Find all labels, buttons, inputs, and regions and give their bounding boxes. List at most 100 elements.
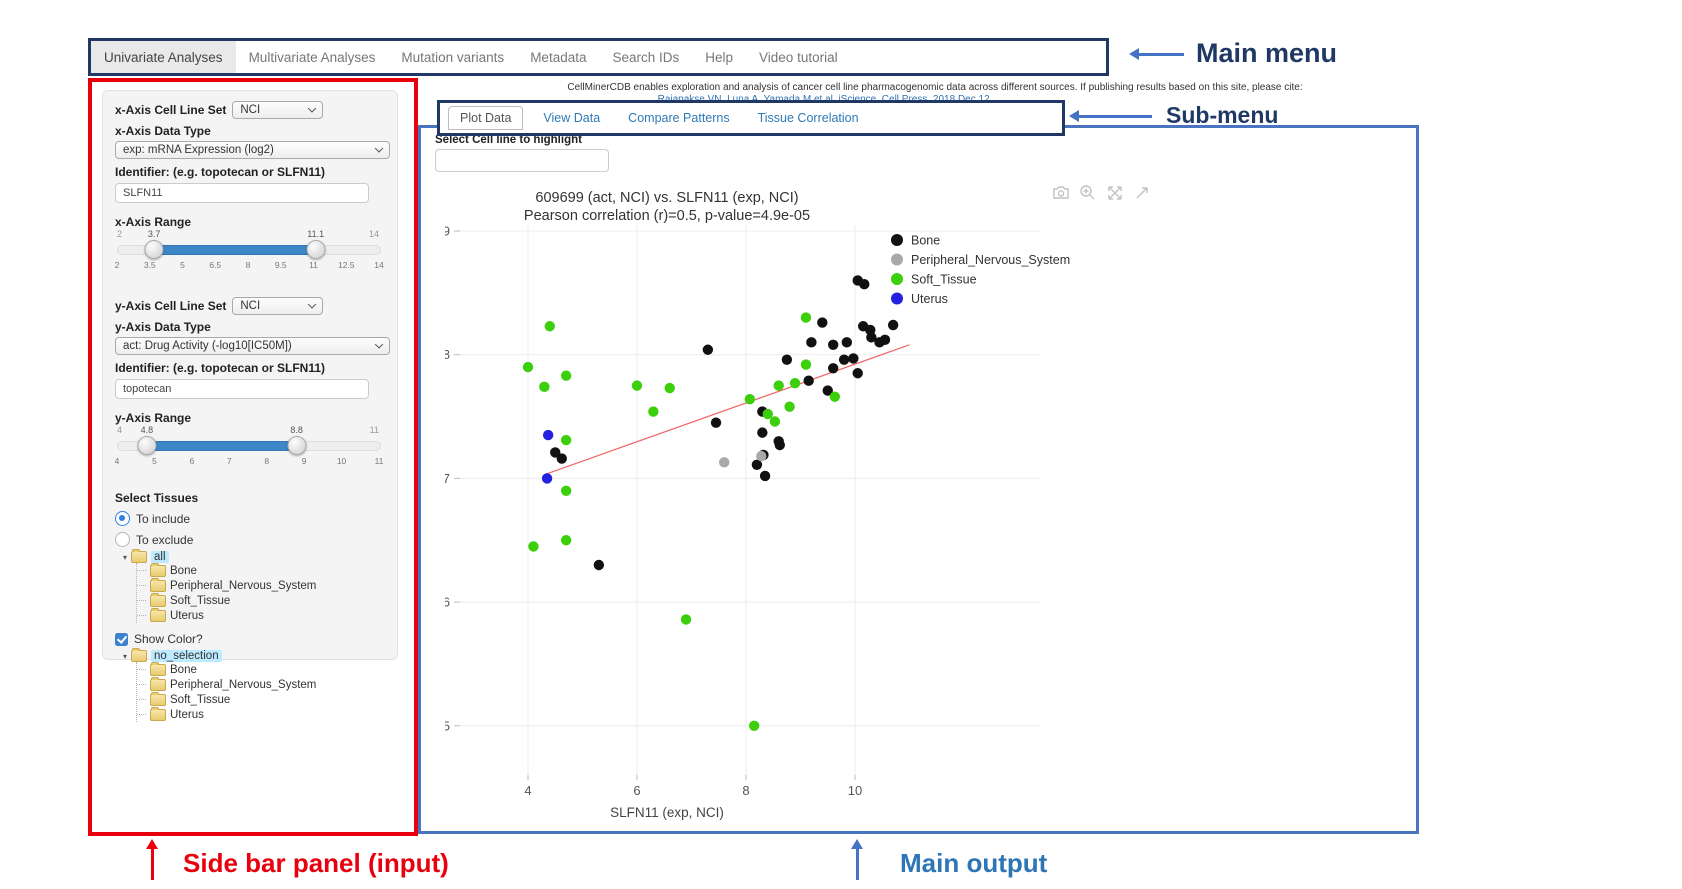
slider-handle-to[interactable] <box>306 240 326 259</box>
data-point-soft-tissue[interactable] <box>773 380 784 391</box>
data-point-bone[interactable] <box>781 354 793 365</box>
data-point-bone[interactable] <box>838 354 850 365</box>
slider-selected-bar[interactable] <box>146 441 299 451</box>
data-point-peripheral-nervous-system[interactable] <box>756 450 767 462</box>
data-point-soft-tissue[interactable] <box>789 377 801 389</box>
data-point-bone[interactable] <box>710 417 722 428</box>
slider-handle-from[interactable] <box>144 240 164 259</box>
data-point-soft-tissue[interactable] <box>680 614 692 625</box>
data-point-soft-tissue[interactable] <box>748 720 760 731</box>
tissues-exclude-radio[interactable]: To exclude <box>115 532 385 547</box>
data-point-soft-tissue[interactable] <box>539 381 550 393</box>
highlight-cell-line-input[interactable] <box>435 149 609 172</box>
data-point-soft-tissue[interactable] <box>664 382 675 394</box>
tree-collapse-icon[interactable]: ▾ <box>123 552 128 562</box>
show-color-checkbox[interactable]: Show Color? <box>115 632 385 646</box>
x-cell-line-set-select[interactable]: NCI <box>232 101 324 119</box>
data-point-bone[interactable] <box>803 375 814 386</box>
y-range-slider[interactable]: 4 4.8 8.8 11 4 5 6 7 8 9 10 11 <box>115 425 384 469</box>
data-point-bone[interactable] <box>751 459 763 470</box>
y-cell-line-set-select[interactable]: NCI <box>232 297 324 315</box>
data-point-soft-tissue[interactable] <box>560 485 572 496</box>
subtab-plot-data[interactable]: Plot Data <box>448 106 524 130</box>
tissues-include-radio[interactable]: To include <box>115 511 385 526</box>
legend-marker-soft-tissue[interactable] <box>891 273 903 285</box>
zoom-icon[interactable] <box>1080 185 1095 200</box>
menu-item-univariate-analyses[interactable]: Univariate Analyses <box>91 41 236 73</box>
data-point-soft-tissue[interactable] <box>769 416 781 427</box>
legend-marker-uterus[interactable] <box>891 292 903 305</box>
tissue-tree-root[interactable]: ▾ all <box>123 549 385 563</box>
data-point-soft-tissue[interactable] <box>528 541 539 552</box>
tree-collapse-icon[interactable]: ▾ <box>123 651 128 661</box>
data-point-soft-tissue[interactable] <box>800 312 812 323</box>
data-point-bone[interactable] <box>817 317 828 328</box>
scatter-plot-svg[interactable]: 4 6 8 10 5 6 7 8 9 609699 (act, NCI) vs. SLFN11 (… <box>445 180 1185 825</box>
slider-handle-from[interactable] <box>137 436 157 455</box>
data-point-bone[interactable] <box>593 559 605 571</box>
data-point-soft-tissue[interactable] <box>784 401 795 412</box>
tissue-tree-item-peripheral-nervous-system[interactable]: Peripheral_Nervous_System <box>137 577 385 593</box>
x-range-slider[interactable]: 2 3.7 11.1 14 2 3.5 5 6.5 8 9.5 11 12.5 14 <box>115 229 384 273</box>
menu-item-multivariate-analyses[interactable]: Multivariate Analyses <box>248 49 376 65</box>
menu-item-help[interactable]: Help <box>705 49 734 65</box>
menu-item-metadata[interactable]: Metadata <box>530 49 587 65</box>
data-point-bone[interactable] <box>550 447 561 458</box>
legend-label-soft-tissue[interactable]: Soft_Tissue <box>911 273 977 287</box>
data-point-soft-tissue[interactable] <box>522 361 534 373</box>
scatter-plot[interactable]: 4 6 8 10 5 6 7 8 9 609699 (act, NCI) vs. SLFN11 (… <box>445 180 1185 825</box>
legend-label-uterus[interactable]: Uterus <box>911 292 948 306</box>
data-point-bone[interactable] <box>759 470 771 482</box>
data-point-soft-tissue[interactable] <box>800 359 812 370</box>
pan-icon[interactable] <box>1108 186 1122 200</box>
data-point-bone[interactable] <box>828 363 839 374</box>
citation-link[interactable]: Rajapakse VN, Luna A, Yamada M et al. iS… <box>430 94 1220 105</box>
data-point-peripheral-nervous-system[interactable] <box>719 457 730 468</box>
menu-item-search-ids[interactable]: Search IDs <box>612 49 680 65</box>
data-point-bone[interactable] <box>828 339 839 351</box>
color-tree-item-uterus[interactable]: Uterus <box>137 706 385 722</box>
y-data-type-select[interactable]: act: Drug Activity (-log10[IC50M]) <box>115 337 390 355</box>
y-identifier-input[interactable] <box>115 379 369 399</box>
data-point-soft-tissue[interactable] <box>544 321 555 332</box>
data-point-soft-tissue[interactable] <box>560 535 572 546</box>
color-tree-item-peripheral-nervous-system[interactable]: Peripheral_Nervous_System <box>137 676 385 692</box>
legend-marker-bone[interactable] <box>891 234 903 246</box>
data-point-bone[interactable] <box>859 278 870 290</box>
data-point-bone[interactable] <box>879 334 891 346</box>
data-point-bone[interactable] <box>806 337 817 348</box>
data-point-bone[interactable] <box>757 427 768 438</box>
data-point-bone[interactable] <box>852 368 863 379</box>
legend-label-bone[interactable]: Bone <box>911 234 940 248</box>
slider-handle-to[interactable] <box>287 436 307 455</box>
legend-marker-peripheral-nervous-system[interactable] <box>891 253 903 266</box>
tissue-tree-item-uterus[interactable]: Uterus <box>137 607 385 623</box>
data-point-soft-tissue[interactable] <box>744 394 756 405</box>
data-point-bone[interactable] <box>556 453 567 464</box>
data-point-soft-tissue[interactable] <box>762 408 773 420</box>
slider-selected-bar[interactable] <box>154 245 318 255</box>
data-point-soft-tissue[interactable] <box>829 391 841 402</box>
autoscale-icon[interactable] <box>1136 187 1148 199</box>
legend-label-peripheral-nervous-system[interactable]: Peripheral_Nervous_System <box>911 253 1070 267</box>
data-point-bone[interactable] <box>887 319 899 331</box>
data-point-uterus[interactable] <box>541 473 553 484</box>
data-point-bone[interactable] <box>702 344 714 355</box>
menu-item-mutation-variants[interactable]: Mutation variants <box>401 49 505 65</box>
subtab-view-data[interactable]: View Data <box>543 111 601 125</box>
x-data-type-select[interactable]: exp: mRNA Expression (log2) <box>115 141 390 159</box>
data-point-soft-tissue[interactable] <box>648 406 659 417</box>
data-point-bone[interactable] <box>866 332 877 343</box>
color-tree-item-soft-tissue[interactable]: Soft_Tissue <box>137 691 385 707</box>
data-point-bone[interactable] <box>774 439 785 451</box>
subtab-compare-patterns[interactable]: Compare Patterns <box>628 111 730 125</box>
subtab-tissue-correlation[interactable]: Tissue Correlation <box>757 111 859 125</box>
data-point-bone[interactable] <box>848 353 859 364</box>
data-point-bone[interactable] <box>841 337 853 348</box>
data-point-soft-tissue[interactable] <box>560 434 572 446</box>
data-point-bone[interactable] <box>822 385 833 396</box>
menu-item-video-tutorial[interactable]: Video tutorial <box>759 49 838 65</box>
data-point-uterus[interactable] <box>542 429 554 441</box>
color-tree-item-bone[interactable]: Bone <box>137 661 385 677</box>
data-point-soft-tissue[interactable] <box>631 380 643 391</box>
